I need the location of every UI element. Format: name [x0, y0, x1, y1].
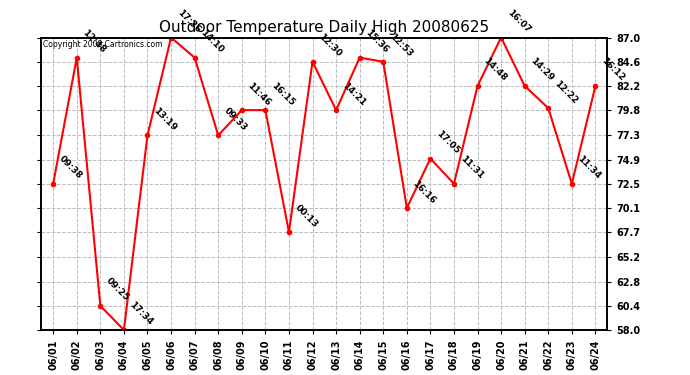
Text: 13:19: 13:19: [152, 106, 178, 132]
Text: 17:05: 17:05: [435, 129, 461, 156]
Text: 11:46: 11:46: [246, 81, 273, 107]
Text: Copyright 2008 Cartronics.com: Copyright 2008 Cartronics.com: [43, 40, 162, 50]
Text: 12:53: 12:53: [387, 32, 414, 59]
Text: 15:36: 15:36: [364, 28, 391, 55]
Text: 11:34: 11:34: [576, 154, 602, 181]
Text: 09:38: 09:38: [57, 154, 84, 181]
Text: 14:48: 14:48: [482, 56, 509, 83]
Text: 14:21: 14:21: [340, 81, 367, 107]
Text: 09:33: 09:33: [222, 106, 249, 132]
Text: 17:36: 17:36: [175, 8, 202, 35]
Text: 11:31: 11:31: [458, 154, 485, 181]
Text: 17:34: 17:34: [128, 300, 155, 327]
Text: 12:30: 12:30: [317, 32, 343, 59]
Text: 16:12: 16:12: [600, 57, 627, 83]
Text: 09:25: 09:25: [104, 276, 131, 303]
Text: 16:16: 16:16: [411, 178, 437, 205]
Text: 12:22: 12:22: [553, 79, 579, 105]
Text: 14:10: 14:10: [199, 28, 226, 55]
Text: 14:29: 14:29: [529, 56, 555, 83]
Title: Outdoor Temperature Daily High 20080625: Outdoor Temperature Daily High 20080625: [159, 20, 489, 35]
Text: 12:48: 12:48: [81, 28, 108, 55]
Text: 16:07: 16:07: [505, 8, 532, 35]
Text: 16:15: 16:15: [270, 81, 296, 107]
Text: 00:13: 00:13: [293, 203, 319, 229]
